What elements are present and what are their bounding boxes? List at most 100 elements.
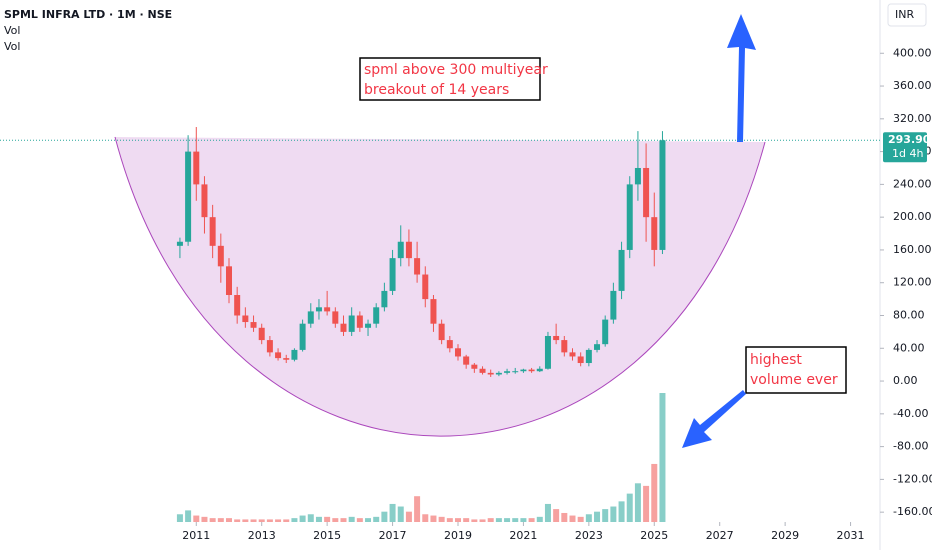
candle-body — [471, 364, 478, 369]
volume-bar — [553, 509, 560, 522]
volume-bar — [610, 506, 617, 522]
candle-body — [397, 241, 404, 259]
volume-bar — [275, 519, 282, 522]
volume-bar — [626, 493, 633, 522]
indicator-label: Vol — [4, 40, 20, 53]
candle-body — [528, 369, 535, 372]
x-tick-label: 2025 — [640, 529, 668, 542]
y-tick-label: 40.00 — [893, 341, 925, 354]
candle-body — [291, 349, 298, 360]
candle-body — [258, 327, 265, 341]
volume-bar — [471, 519, 478, 522]
x-tick-label: 2023 — [575, 529, 603, 542]
x-tick-label: 2027 — [706, 529, 734, 542]
x-tick-label: 2019 — [444, 529, 472, 542]
candle-body — [626, 184, 633, 250]
candle-body — [348, 315, 355, 332]
cup-pattern — [114, 136, 766, 437]
candle-body — [659, 140, 666, 250]
plot — [176, 127, 666, 522]
volume-bar — [422, 514, 429, 522]
candle-body — [495, 372, 502, 375]
candle-body — [217, 245, 224, 267]
y-tick-label: 240.00 — [893, 177, 932, 190]
volume-bar — [185, 510, 192, 522]
x-tick-label: 2013 — [248, 529, 276, 542]
volume-bar — [258, 519, 265, 522]
volume-bar — [389, 503, 396, 522]
y-tick-label: -120.00 — [893, 472, 932, 485]
y-tick-label: 320.00 — [893, 112, 932, 125]
volume-bar — [365, 518, 372, 522]
candle-body — [389, 258, 396, 291]
candle-body — [405, 241, 412, 259]
annotation-text: highest — [750, 352, 802, 368]
y-tick-label: 360.00 — [893, 79, 932, 92]
y-tick-label: -80.00 — [893, 440, 928, 453]
y-tick-label: 160.00 — [893, 243, 932, 256]
y-tick-label: -160.00 — [893, 505, 932, 518]
candle-body — [553, 335, 560, 341]
volume-bar — [250, 519, 257, 522]
annotation-box — [359, 57, 541, 101]
volume-bar — [348, 516, 355, 522]
volume-bar — [618, 501, 625, 522]
candle-body — [315, 307, 322, 312]
volume-bar — [299, 515, 306, 522]
volume-bar — [225, 518, 232, 522]
candle-body — [373, 307, 380, 324]
annotation-box — [745, 346, 847, 394]
volume-bar — [176, 514, 183, 522]
candle-body — [634, 167, 641, 185]
y-tick-label: 120.00 — [893, 276, 932, 289]
volume-bar — [430, 515, 437, 522]
volume-bar — [659, 393, 666, 522]
volume-bar — [201, 516, 208, 522]
currency-box[interactable] — [887, 3, 927, 27]
volume-bar — [577, 516, 584, 522]
x-tick-label: 2021 — [509, 529, 537, 542]
candle-body — [185, 151, 192, 242]
chart-title: SPML INFRA LTD · 1M · NSE — [4, 8, 172, 21]
volume-bar — [217, 518, 224, 522]
candle-body — [201, 184, 208, 218]
candle-body — [193, 151, 200, 185]
candle-body — [250, 322, 257, 328]
volume-bar — [234, 519, 241, 522]
volume-bar — [356, 518, 363, 522]
volume-bar — [315, 516, 322, 522]
candle-body — [610, 290, 617, 320]
volume-bar — [520, 518, 527, 522]
volume-bar — [381, 511, 388, 522]
volume-bar — [495, 518, 502, 522]
candle-body — [643, 167, 650, 218]
candle-body — [422, 274, 429, 300]
candle-body — [225, 266, 232, 296]
candle-body — [266, 340, 273, 353]
candle-body — [242, 315, 249, 323]
currency[interactable]: INR — [895, 8, 914, 21]
candle-body — [512, 371, 519, 373]
volume-bar — [528, 518, 535, 522]
candle-body — [536, 368, 543, 372]
arrow-volume — [682, 390, 746, 448]
volume-bar — [585, 514, 592, 522]
volume-bar — [544, 503, 551, 522]
candle-body — [438, 323, 445, 341]
candle-body — [577, 356, 584, 364]
y-tick-label: 80.00 — [893, 308, 925, 321]
volume-bar — [324, 516, 331, 522]
candle-body — [651, 217, 658, 250]
volume-bar — [479, 519, 486, 522]
volume-bar — [373, 516, 380, 522]
candle-body — [414, 258, 421, 275]
x-tick-label: 2011 — [182, 529, 210, 542]
indicator-label: Vol — [4, 24, 20, 37]
candle-body — [487, 372, 494, 375]
last-price-label: 293.90 — [888, 133, 931, 146]
candle-body — [356, 315, 363, 328]
volume-bar — [283, 519, 290, 522]
x-tick-label: 2031 — [837, 529, 865, 542]
y-tick-label: 400.00 — [893, 46, 932, 59]
